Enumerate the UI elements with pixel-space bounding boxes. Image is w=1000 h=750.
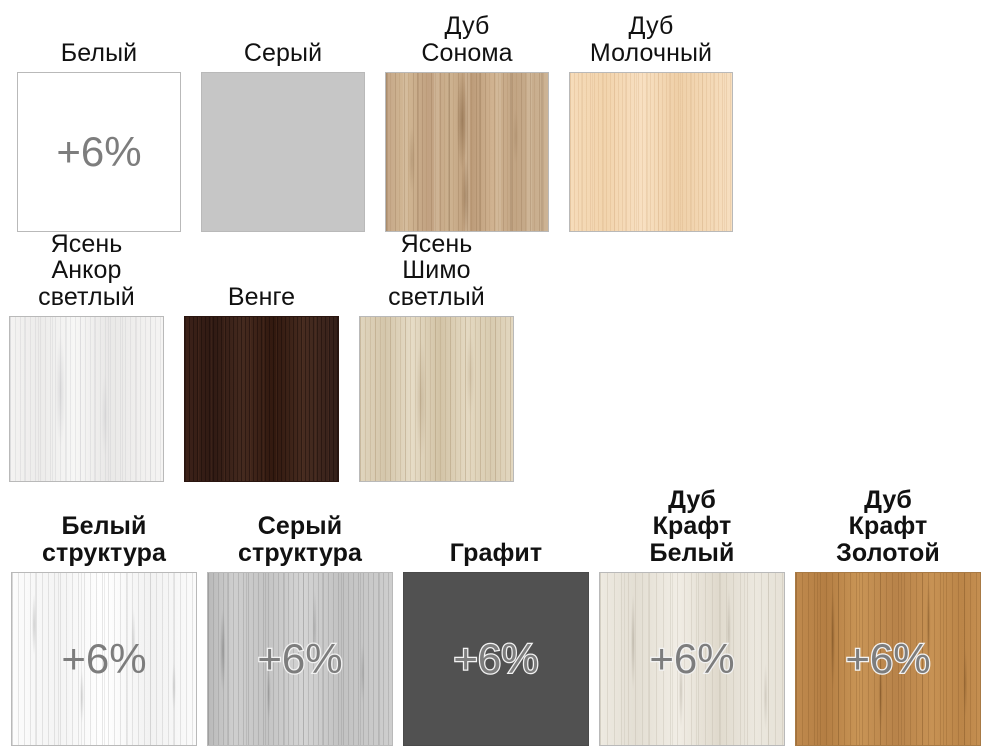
price-badge: +6%	[61, 635, 147, 682]
grain-overlay	[185, 317, 338, 481]
swatch-cell-dub-molochnyy[interactable]: Дуб Молочный	[564, 13, 738, 232]
swatch-label: Серый структура	[237, 512, 363, 567]
swatch-cell-belyy-struktura[interactable]: Белый структура +6%	[10, 513, 198, 746]
price-badge: +6%	[648, 635, 736, 682]
swatch-seryy[interactable]	[201, 72, 365, 232]
swatch-cell-venge[interactable]: Венге	[180, 282, 343, 482]
swatch-label: Венге	[227, 282, 296, 311]
swatch-label: Дуб Молочный	[589, 12, 713, 67]
swatch-label: Белый	[60, 38, 138, 67]
swatch-yasen-ankor-svetlyy[interactable]	[9, 316, 164, 482]
swatch-cell-belyy[interactable]: Белый +6%	[12, 38, 186, 232]
price-badge: +6%	[844, 635, 932, 682]
swatch-cell-dub-sonoma[interactable]: Дуб Сонома	[380, 13, 554, 232]
swatch-row-1: Белый +6% Серый Дуб Сонома Дуб Молочный	[0, 0, 1000, 232]
grain-overlay	[10, 317, 163, 481]
grain-overlay	[202, 73, 364, 231]
swatch-row-2: Ясень Анкор светлый Венге Ясень Шимо све…	[0, 230, 1000, 482]
swatch-cell-seryy-struktura[interactable]: Серый структура +6%	[206, 513, 394, 746]
swatch-label: Графит	[449, 538, 543, 567]
swatch-label: Серый	[243, 38, 323, 67]
grain-overlay	[386, 73, 548, 231]
grain-overlay	[360, 317, 513, 481]
swatch-yasen-shimo-svetlyy[interactable]	[359, 316, 514, 482]
swatch-cell-dub-kraft-zolotoy[interactable]: Дуб Крафт Золотой +6%	[794, 485, 982, 746]
swatch-dub-kraft-belyy[interactable]: +6%	[599, 572, 785, 746]
swatch-dub-molochnyy[interactable]	[569, 72, 733, 232]
price-badge: +6%	[256, 635, 344, 682]
swatch-label: Дуб Крафт Золотой	[836, 485, 940, 567]
swatch-label: Ясень Шимо светлый	[388, 229, 485, 311]
swatch-label: Белый структура	[41, 512, 167, 567]
swatch-label: Ясень Анкор светлый	[38, 229, 135, 311]
price-badge: +6%	[56, 128, 142, 175]
swatch-belyy[interactable]: +6%	[17, 72, 181, 232]
swatch-belyy-struktura[interactable]: +6%	[11, 572, 197, 746]
swatch-row-3: Белый структура +6% Серый структура +6% …	[0, 486, 1000, 746]
swatch-seryy-struktura[interactable]: +6%	[207, 572, 393, 746]
grain-overlay	[570, 73, 732, 231]
swatch-grafit[interactable]: +6%	[403, 572, 589, 746]
swatch-label: Дуб Крафт Белый	[649, 485, 735, 567]
swatch-cell-yasen-shimo-svetlyy[interactable]: Ясень Шимо светлый	[355, 229, 518, 482]
swatch-cell-yasen-ankor-svetlyy[interactable]: Ясень Анкор светлый	[5, 229, 168, 482]
swatch-dub-kraft-zolotoy[interactable]: +6%	[795, 572, 981, 746]
swatch-cell-grafit[interactable]: Графит +6%	[402, 538, 590, 746]
swatch-dub-sonoma[interactable]	[385, 72, 549, 232]
price-badge: +6%	[452, 635, 540, 682]
swatch-cell-seryy[interactable]: Серый	[196, 38, 370, 232]
swatch-venge[interactable]	[184, 316, 339, 482]
swatch-cell-dub-kraft-belyy[interactable]: Дуб Крафт Белый +6%	[598, 485, 786, 746]
swatch-label: Дуб Сонома	[421, 12, 513, 67]
